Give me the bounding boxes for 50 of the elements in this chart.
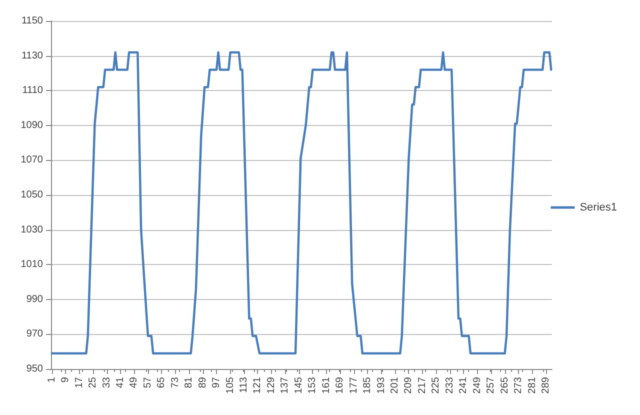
x-tick-label: 65 [156, 376, 168, 388]
x-tick-label: 145 [293, 376, 304, 394]
x-tick-label: 273 [513, 376, 524, 394]
x-tick-label: 113 [238, 376, 250, 393]
y-tick-label: 1150 [21, 16, 44, 26]
x-tick-label: 185 [362, 376, 374, 394]
y-tick-label: 1110 [22, 85, 44, 96]
x-tick-label: 1 [46, 376, 58, 383]
x-tick-label: 153 [307, 376, 318, 394]
x-tick-label: 281 [526, 376, 538, 394]
legend-label: Series1 [580, 202, 617, 214]
x-tick-label: 17 [74, 376, 85, 388]
y-tick-label: 1010 [20, 259, 44, 270]
y-tick-label: 970 [26, 328, 44, 340]
x-tick-label: 257 [486, 376, 497, 394]
y-tick-label: 990 [26, 294, 44, 305]
x-tick-label: 241 [458, 376, 470, 394]
x-tick-label: 209 [403, 376, 414, 394]
x-tick-label: 105 [224, 376, 236, 394]
x-tick-label: 49 [128, 376, 140, 388]
x-tick-label: 225 [430, 376, 442, 394]
x-tick-label: 89 [197, 376, 208, 388]
y-tick-label: 950 [26, 364, 44, 374]
x-tick-label: 137 [280, 376, 291, 394]
y-tick-label: 1030 [20, 224, 44, 236]
x-tick-label: 233 [444, 376, 456, 394]
x-tick-label: 265 [499, 376, 510, 394]
x-tick-label: 193 [376, 376, 387, 394]
x-tick-label: 201 [390, 376, 401, 394]
y-tick-label: 1070 [20, 154, 44, 166]
line-series [50, 51, 552, 354]
x-tick-label: 129 [266, 376, 277, 394]
x-tick-label: 73 [170, 376, 181, 388]
x-tick-label: 41 [114, 376, 126, 388]
y-tick-label: 1090 [20, 120, 44, 131]
x-tick-label: 33 [101, 376, 112, 388]
x-tick-label: 169 [334, 376, 346, 394]
x-tick-label: 249 [472, 376, 483, 394]
x-tick-label: 177 [348, 376, 360, 394]
x-tick-label: 25 [88, 376, 99, 388]
x-tick-label: 217 [416, 376, 428, 394]
x-tick-label: 289 [540, 376, 552, 394]
y-tick-label: 1050 [20, 190, 44, 200]
x-tick-label: 121 [252, 376, 264, 394]
x-tick-label: 81 [184, 376, 195, 388]
x-tick-label: 161 [320, 376, 332, 394]
y-tick-label: 1130 [21, 50, 44, 62]
x-tick-label: 9 [60, 376, 72, 383]
x-tick-label: 97 [211, 376, 222, 388]
x-tick-label: 57 [142, 376, 154, 388]
